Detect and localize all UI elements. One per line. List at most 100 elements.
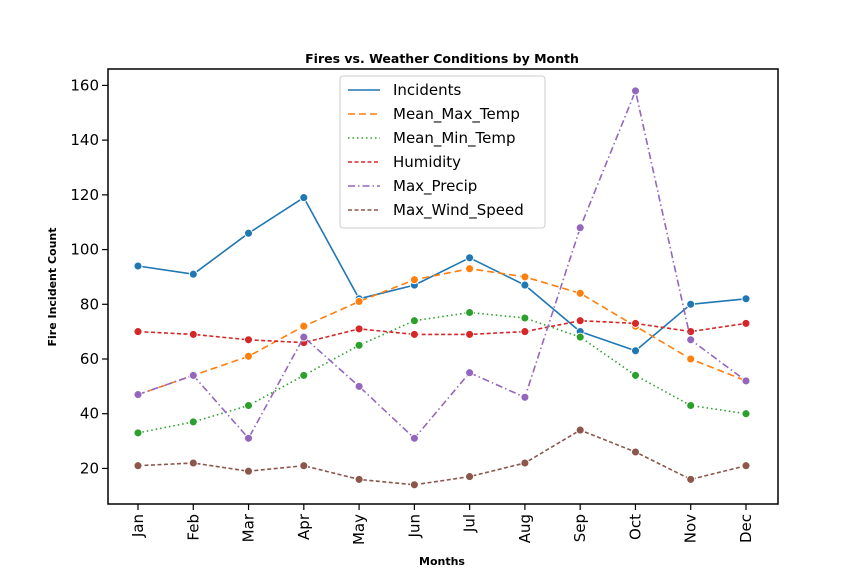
series-line-incidents — [137, 196, 747, 352]
y-tick-label: 40 — [80, 405, 99, 423]
data-point — [631, 86, 640, 96]
data-point — [409, 433, 419, 443]
x-tick-label: Apr — [295, 513, 313, 540]
data-point — [520, 458, 530, 468]
data-point — [299, 321, 309, 331]
data-point — [299, 370, 309, 380]
x-tick-label: Aug — [516, 514, 534, 543]
data-point — [741, 318, 751, 328]
x-tick-label: Feb — [184, 514, 202, 541]
data-point — [465, 308, 475, 317]
data-point — [575, 332, 585, 342]
data-point — [133, 461, 143, 471]
data-point — [741, 376, 751, 386]
data-point — [631, 447, 640, 457]
data-point — [465, 368, 475, 378]
data-point — [520, 327, 530, 337]
series-line-humidity — [137, 319, 747, 344]
data-point — [188, 329, 198, 339]
data-point — [409, 316, 419, 326]
x-tick-label: Mar — [240, 513, 258, 542]
series-line-mean-max-temp — [137, 267, 747, 396]
y-tick-label: 140 — [70, 131, 99, 149]
data-point — [244, 433, 253, 443]
legend-label: Max_Wind_Speed — [393, 201, 524, 220]
x-tick-label: May — [350, 514, 368, 545]
data-point — [354, 381, 364, 391]
data-point — [686, 354, 696, 364]
data-point — [244, 335, 253, 345]
data-point — [409, 275, 419, 285]
data-point — [465, 264, 475, 274]
legend-box — [339, 75, 546, 229]
legend-label: Mean_Min_Temp — [393, 129, 515, 148]
data-point — [244, 466, 253, 476]
x-axis-title: Months — [419, 555, 465, 568]
data-point — [465, 472, 475, 482]
data-point — [354, 474, 364, 484]
x-tick-label: Oct — [626, 514, 644, 540]
data-point — [631, 318, 640, 328]
y-tick-label: 80 — [80, 295, 99, 313]
data-point — [686, 401, 696, 410]
legend-label: Humidity — [393, 153, 461, 171]
data-point — [133, 428, 143, 438]
legend: Incidents Mean_Max_Temp Mean_Min_Temp Humid… — [339, 75, 546, 229]
data-point — [354, 324, 364, 334]
x-tick-label: Dec — [737, 514, 755, 543]
data-point — [354, 340, 364, 350]
data-point — [188, 458, 198, 468]
data-point — [244, 351, 253, 361]
data-point — [686, 474, 696, 484]
data-point — [631, 370, 640, 380]
data-point — [188, 417, 198, 427]
series-line-max-wind-speed — [137, 429, 747, 486]
data-point — [244, 401, 253, 410]
x-tick-label: Jul — [461, 514, 479, 533]
x-tick-label: Jan — [129, 514, 147, 538]
legend-label: Incidents — [393, 81, 461, 99]
data-point — [575, 223, 585, 233]
data-point — [520, 392, 530, 402]
data-point — [465, 253, 475, 263]
y-tick-label: 160 — [70, 76, 99, 94]
data-point — [686, 299, 696, 309]
legend-label: Max_Precip — [393, 177, 477, 196]
data-point — [575, 425, 585, 435]
data-point — [244, 228, 253, 238]
data-point — [741, 409, 751, 419]
plot-area — [133, 86, 751, 490]
data-point — [520, 280, 530, 290]
y-tick-label: 120 — [70, 186, 99, 204]
series-line-mean-min-temp — [137, 311, 747, 434]
data-point — [354, 297, 364, 306]
data-point — [299, 461, 309, 471]
data-point — [575, 316, 585, 326]
data-point — [686, 335, 696, 345]
x-tick-label: Sep — [571, 514, 589, 542]
plot-frame — [107, 68, 779, 505]
data-point — [299, 332, 309, 342]
data-point — [575, 288, 585, 298]
legend-label: Mean_Max_Temp — [393, 105, 520, 124]
series-line-max-precip — [137, 90, 747, 440]
data-point — [741, 461, 751, 471]
data-point — [741, 294, 751, 304]
data-point — [631, 346, 640, 356]
data-point — [188, 370, 198, 380]
data-point — [188, 269, 198, 279]
data-point — [409, 329, 419, 339]
chart-title: Fires vs. Weather Conditions by Month — [305, 51, 579, 66]
x-tick-label: Nov — [682, 514, 700, 543]
data-point — [409, 480, 419, 490]
y-tick-label: 60 — [80, 350, 99, 368]
x-tick-label: Jun — [405, 514, 423, 538]
data-point — [133, 327, 143, 337]
data-point — [299, 193, 309, 203]
data-point — [133, 261, 143, 271]
y-tick-label: 20 — [80, 459, 99, 477]
data-point — [465, 329, 475, 339]
y-axis-title: Fire Incident Count — [46, 227, 59, 346]
data-point — [520, 272, 530, 282]
